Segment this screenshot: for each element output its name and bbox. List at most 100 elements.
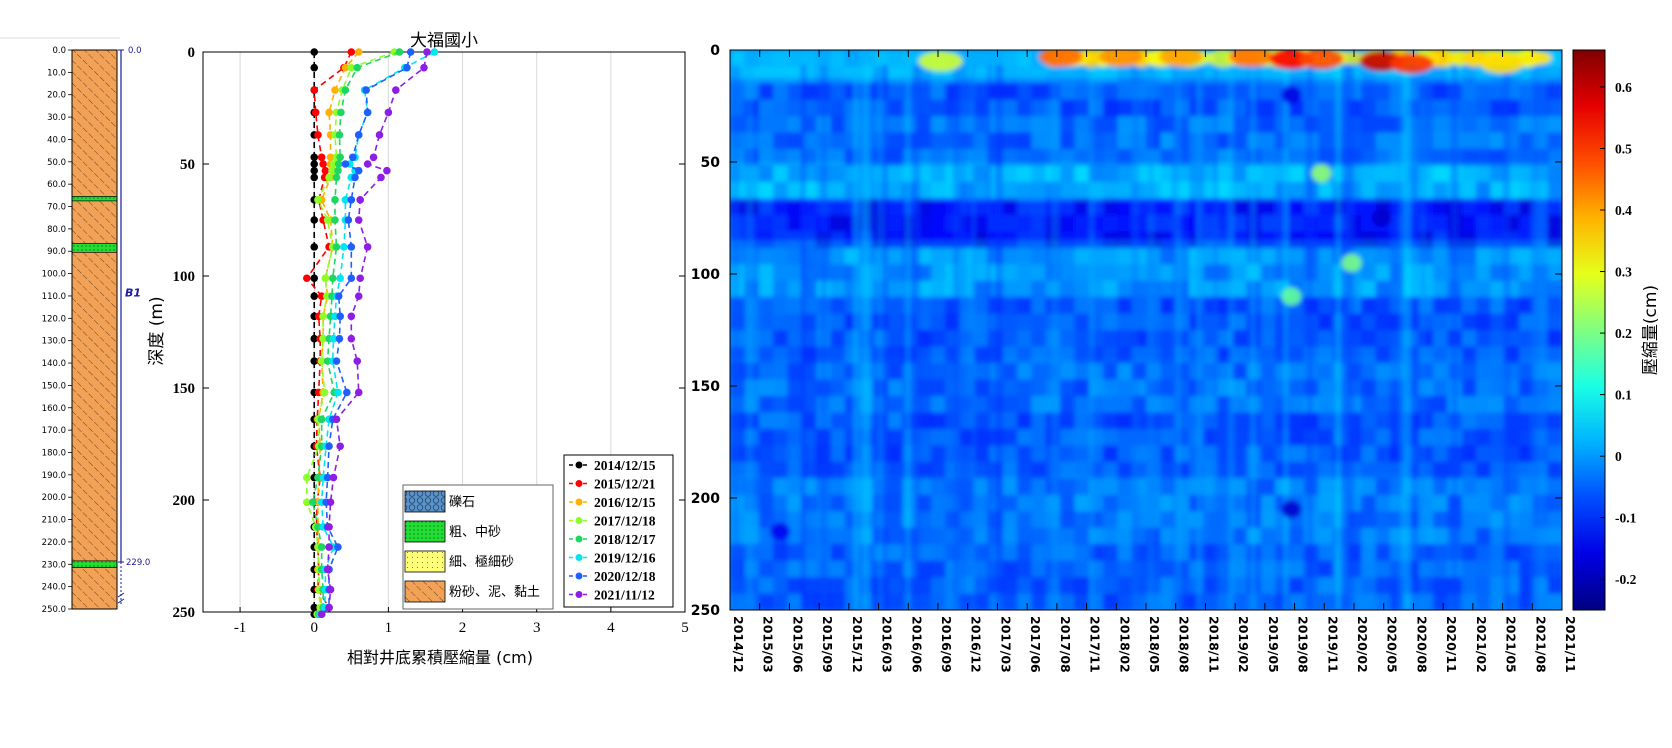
heatmap-cell (1074, 395, 1090, 413)
heatmap-cell (1160, 560, 1176, 578)
heatmap-cell (1016, 297, 1032, 315)
heatmap-cell (1547, 527, 1562, 545)
log-column-frame (71, 49, 118, 610)
data-point (335, 131, 344, 139)
data-point (334, 292, 343, 300)
heatmap-cell (1490, 428, 1506, 446)
heatmap-cell (787, 280, 803, 298)
heatmap-cell (1318, 494, 1334, 512)
heatmap-cell (1002, 428, 1018, 446)
heatmap-cell (1361, 165, 1377, 183)
heatmap-cell (1117, 181, 1133, 199)
heatmap-cell (1475, 99, 1491, 117)
heatmap-cell (1432, 544, 1448, 562)
heatmap-cell (1031, 82, 1047, 101)
heatmap-x-tick-label: 2021/08 (1533, 616, 1548, 673)
heatmap-cell (1547, 461, 1562, 479)
data-point (303, 473, 311, 482)
heatmap-cell (1016, 494, 1032, 512)
heatmap-cell (1002, 560, 1018, 578)
heatmap-cell (773, 379, 788, 397)
heatmap-x-tick-label: 2017/11 (1088, 616, 1103, 673)
heatmap-cell (1160, 214, 1176, 232)
data-point (310, 86, 319, 94)
heatmap-streak (912, 65, 921, 610)
heatmap-streak (877, 65, 885, 610)
heatmap-cell (887, 66, 903, 84)
heatmap-cell (1002, 412, 1018, 430)
heatmap-cell (1160, 461, 1176, 479)
heatmap-cell (787, 148, 803, 166)
heatmap-cell (1102, 379, 1118, 397)
heatmap-cell (830, 66, 846, 84)
heatmap-cell (1461, 297, 1477, 315)
heatmap-streak (1089, 65, 1094, 610)
heatmap-cell (1117, 362, 1133, 381)
heatmap-cell (887, 82, 903, 101)
heatmap-cell (1117, 66, 1133, 84)
heatmap-streak (995, 65, 1003, 610)
data-point (430, 48, 439, 56)
heatmap-cell (773, 115, 788, 133)
heatmap-cell (773, 412, 788, 430)
heatmap-cell (787, 264, 803, 282)
heatmap-cell (973, 478, 989, 496)
heatmap-cell (1031, 99, 1047, 117)
heatmap-cell (1059, 445, 1075, 463)
heatmap-cell (1461, 280, 1477, 298)
heatmap-cell (1016, 346, 1032, 364)
heatmap-cell (1461, 494, 1477, 512)
heatmap-cell (1102, 132, 1118, 150)
heatmap-cell (930, 478, 946, 496)
heatmap-cell (1289, 461, 1305, 479)
heatmap-cell (1461, 231, 1477, 249)
heatmap-cell (1117, 461, 1133, 479)
heatmap-cell (787, 132, 803, 150)
heatmap-surface-patch (1337, 51, 1367, 65)
heatmap-streak (1450, 65, 1459, 610)
data-point (325, 442, 333, 451)
heatmap-cell (730, 50, 745, 68)
heatmap-cell (1318, 560, 1334, 578)
heatmap-cell (1031, 494, 1047, 512)
heatmap-hotspot (918, 51, 963, 72)
heatmap-cell (830, 50, 846, 68)
data-point (354, 388, 363, 397)
heatmap-cell (1461, 527, 1477, 545)
heatmap-cell (1160, 99, 1176, 117)
heatmap-cell (773, 346, 788, 364)
heatmap-cell (1102, 494, 1118, 512)
legend-marker (575, 591, 583, 598)
heatmap-cell (1547, 346, 1562, 364)
heatmap-y-tick-label: 50 (701, 155, 721, 171)
heatmap-cell (1160, 412, 1176, 430)
heatmap-cell (1461, 148, 1477, 166)
well-break-icon (117, 592, 125, 604)
heatmap-cell (1260, 181, 1276, 199)
heatmap-cell (1318, 99, 1334, 117)
heatmap-cell (1232, 330, 1248, 348)
x-tick-label: 4 (607, 620, 615, 636)
heatmap-cell (758, 297, 774, 315)
heatmap-cell (1490, 82, 1506, 101)
profile-plot-frame (202, 51, 686, 613)
heatmap-cell (787, 379, 803, 397)
heatmap-streak (971, 65, 976, 610)
borehole-log-panel: 0.0 10.0 20.0 30.0 40.0 50.0 60.0 70.0 80.0 90.0 1… (0, 37, 150, 615)
heatmap-cell (1418, 362, 1434, 381)
heatmap-cell (758, 445, 774, 463)
heatmap-cell (1232, 198, 1248, 216)
heatmap-cell (1260, 214, 1276, 232)
heatmap-cell (758, 214, 774, 232)
heatmap-x-tick-label: 2019/11 (1325, 616, 1340, 673)
heatmap-cell (1418, 297, 1434, 315)
heatmap-cell (1547, 66, 1562, 84)
heatmap-cell (1375, 231, 1391, 249)
heatmap-cell (1117, 445, 1133, 463)
heatmap-cell (1232, 445, 1248, 463)
series-line (321, 51, 412, 615)
heatmap-cell (758, 478, 774, 496)
heatmap-cell (1117, 165, 1133, 183)
heatmap-cell (1418, 198, 1434, 216)
data-point (331, 86, 339, 94)
